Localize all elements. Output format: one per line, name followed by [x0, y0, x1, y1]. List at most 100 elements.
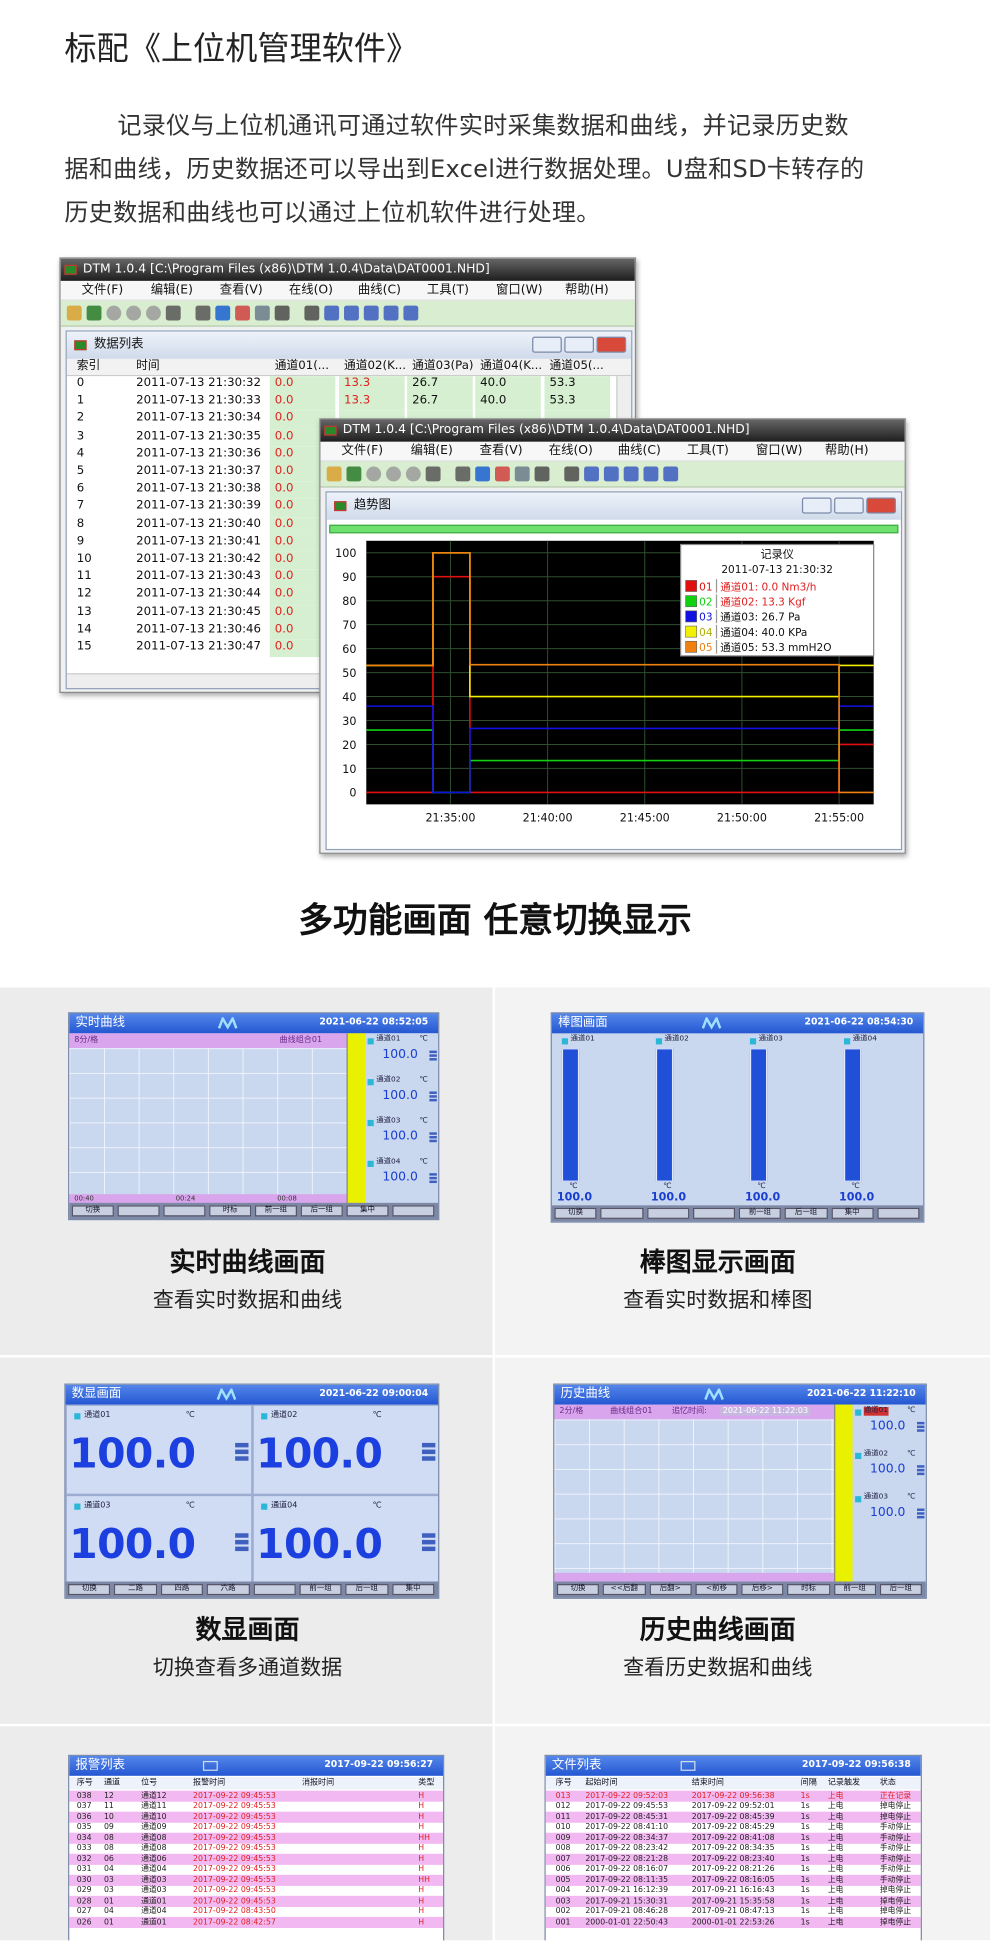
icon-line: [235, 1449, 249, 1453]
table-cell: 8: [76, 516, 85, 531]
scale-column: [346, 1033, 366, 1206]
channel-name: 通道02: [271, 1409, 298, 1420]
y-tick-label: 0: [349, 787, 356, 800]
channel-value: 100.0: [744, 1191, 781, 1205]
table-cell: 2017-09-22 08:34:37: [585, 1833, 669, 1843]
icon-line: [429, 1132, 437, 1135]
column-header: 起始时间: [585, 1777, 618, 1787]
screen-caption: 棒图显示画面: [639, 1247, 796, 1278]
screen-button: 六路: [220, 1583, 236, 1593]
table-cell: 手动停止: [879, 1875, 912, 1885]
table-cell: 手动停止: [879, 1843, 912, 1853]
button-slot: [602, 1584, 646, 1596]
table-cell: H: [418, 1812, 425, 1821]
legend-entry: 通道01: 0.0 Nm3/h: [720, 580, 816, 593]
channel-swatch: [367, 1038, 374, 1045]
table-row: 031 04 通道04 2017-09-22 09:45:53 H: [69, 1864, 444, 1875]
icon-line: [421, 1449, 436, 1453]
table-cell: 15: [76, 639, 92, 654]
table-cell: 通道06: [141, 1854, 167, 1864]
title-bar: DTM 1.0.4 [C:\Program Files (x86)\DTM 1.…: [320, 419, 905, 442]
table-cell: 0.0: [274, 481, 294, 496]
window-icon: [74, 340, 87, 351]
table-cell: 2011-07-13 21:30:42: [136, 551, 261, 566]
table-cell: 1s: [800, 1864, 810, 1874]
screen-subcaption: 查看实时数据和棒图: [623, 1288, 813, 1313]
screen-header: 报警列表 2017-09-22 09:56:27: [69, 1756, 444, 1776]
table-cell: 2017-09-22 09:45:53: [193, 1801, 276, 1811]
table-cell: H: [418, 1896, 425, 1906]
channel-name: 通道01: [376, 1034, 401, 1044]
table-cell: 06: [103, 1854, 114, 1864]
screen-subheader: 2分/格 曲线组合01 追忆时间: 2021-06-22 11:22:03: [554, 1404, 835, 1420]
table-cell: 通道01: [141, 1917, 167, 1927]
table-cell: 2011-07-13 21:30:45: [136, 604, 261, 619]
table-cell: 0.0: [274, 393, 294, 408]
legend-entry: 通道02: 13.3 Kgf: [720, 596, 806, 609]
table-cell: 通道11: [141, 1801, 167, 1811]
channel-value: 100.0: [69, 1429, 196, 1478]
table-cell: 13: [76, 604, 92, 619]
icon-line: [429, 1058, 437, 1060]
table-cell: 1s: [800, 1812, 810, 1821]
screen-button: <前移: [705, 1583, 727, 1593]
menu-item: 曲线(C): [617, 444, 661, 458]
table-cell: 40.0: [480, 376, 507, 390]
icon-line: [916, 1512, 925, 1515]
table-cell: 2017-09-22 08:34:35: [691, 1843, 775, 1853]
toolbar-icon: [195, 305, 211, 321]
screen-title: 报警列表: [75, 1758, 125, 1773]
toolbar-icon: [514, 466, 530, 482]
channel-quadrant: 通道01 ℃ 100.0: [65, 1404, 253, 1495]
screen-title: 数显画面: [71, 1387, 122, 1401]
table-cell: H: [418, 1801, 425, 1811]
table-cell: 013: [555, 1791, 571, 1800]
table-cell: 2017-09-22 09:45:53: [193, 1812, 276, 1821]
app-icon: [64, 264, 77, 275]
section-title: 多功能画面 任意切换显示: [298, 899, 692, 941]
screen-button: 前一组: [748, 1207, 772, 1216]
channel-unit: ℃: [907, 1405, 916, 1415]
button-slot: [71, 1205, 114, 1217]
screen-subcaption: 查看实时数据和曲线: [152, 1288, 343, 1313]
screen-caption: 数显画面: [195, 1614, 300, 1645]
legend-swatch: [685, 595, 698, 608]
table-row: 004 2017-09-21 16:12:39 2017-09-21 16:16:4…: [545, 1885, 921, 1896]
table-row: 035 09 通道09 2017-09-22 09:45:53 H: [69, 1822, 444, 1833]
table-cell: 14: [76, 622, 92, 636]
logo-shape: [701, 1017, 722, 1030]
channel-name: 通道02: [664, 1034, 689, 1044]
table-cell: 2017-09-22 08:23:40: [691, 1854, 775, 1864]
table-cell: 2017-09-22 08:41:08: [691, 1833, 775, 1843]
toolbar-icon: [215, 305, 231, 321]
y-tick-label: 100: [335, 547, 356, 560]
toolbar-icon: [363, 305, 379, 321]
menu-item: 窗口(W): [495, 283, 543, 297]
table-cell: 037: [76, 1801, 92, 1811]
screen-date: 2017-09-22 09:56:38: [802, 1758, 911, 1770]
table-cell: 036: [76, 1812, 92, 1821]
menu-item: 查看(V): [219, 283, 263, 297]
table-cell: 9: [76, 534, 85, 548]
channel-quadrant: 通道04 ℃ 100.0: [252, 1494, 439, 1586]
table-cell: 2017-09-22 09:52:01: [691, 1801, 775, 1811]
table-cell: 3: [76, 428, 85, 443]
screen-header: 棒图画面 2021-06-22 08:54:30: [551, 1013, 924, 1034]
table-row: 012 2017-09-22 09:45:53 2017-09-22 09:52:0…: [545, 1801, 921, 1812]
cell-shade: [407, 393, 474, 412]
channel-unit: ℃: [419, 1075, 428, 1085]
table-cell: 10: [76, 551, 92, 566]
table-header: 序号 通道 位号 报警时间 消报时间 类型: [69, 1777, 444, 1790]
table-cell: 1s: [800, 1896, 810, 1906]
table-row: 013 2017-09-22 09:52:03 2017-09-22 09:56:3…: [545, 1790, 921, 1802]
menu-item: 编辑(E): [410, 444, 453, 458]
channel-swatch: [855, 1409, 862, 1416]
button-bar: 切换 前一组 后一组 集中: [551, 1205, 924, 1222]
table-cell: H: [418, 1822, 425, 1832]
table-cell: 2017-09-21 15:35:58: [691, 1896, 775, 1906]
table-row: 027 04 通道04 2017-09-22 08:43:50 H: [69, 1906, 444, 1917]
screen-button: 后一组: [889, 1583, 912, 1593]
screen-button: 二路: [128, 1583, 144, 1593]
table-cell: 2017-09-22 09:45:53: [193, 1885, 276, 1895]
